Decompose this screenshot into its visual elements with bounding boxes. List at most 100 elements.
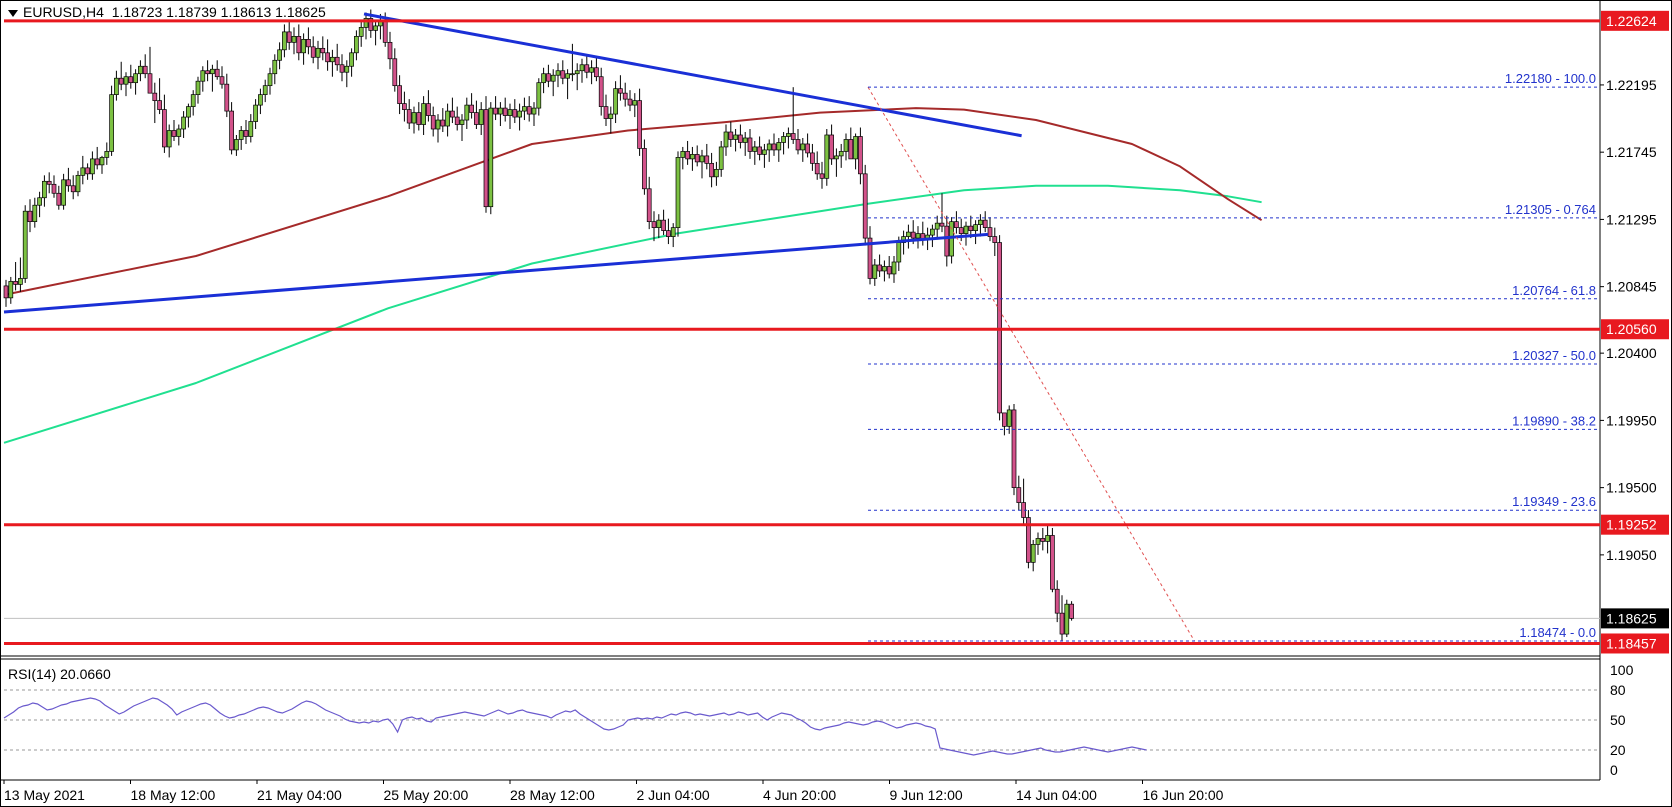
candle-bear <box>469 104 474 113</box>
candle-bear <box>944 225 950 257</box>
time-tick-label: 28 May 12:00 <box>510 787 595 803</box>
candle-bull <box>517 110 522 118</box>
candle-bull <box>522 106 527 112</box>
fibonacci-levels: 1.22180 - 100.0 1.21305 - 0.764 1.20764 - … <box>867 71 1600 642</box>
candle-bear <box>603 106 609 119</box>
candle-bear <box>526 106 532 115</box>
candle-bear <box>66 179 71 187</box>
candle-bear <box>646 188 652 223</box>
candle-bull <box>762 149 767 155</box>
fib-swing-line <box>867 86 1195 642</box>
time-axis: 13 May 2021 18 May 12:00 21 May 04:00 25 Ma… <box>3 780 1224 803</box>
candle-bull <box>8 281 14 299</box>
candle-bear <box>426 103 431 116</box>
candle-bear <box>584 64 590 73</box>
candle-bull <box>104 151 110 158</box>
candle-bear <box>94 158 100 166</box>
ohlc-values: 1.18723 1.18739 1.18613 1.18625 <box>111 4 326 20</box>
candle-bull <box>699 155 705 163</box>
candle-bear <box>987 227 993 237</box>
fib-level-label: 1.18474 - 0.0 <box>1519 625 1596 640</box>
candle-bull <box>915 233 921 239</box>
candle-bull <box>934 222 940 230</box>
candle-bull <box>138 65 143 75</box>
candle-bull <box>277 49 282 61</box>
candle-bull <box>1030 544 1036 563</box>
candle-bull <box>531 107 537 115</box>
candle-bull <box>608 113 614 119</box>
candle-bull <box>906 231 911 237</box>
candle-bull <box>541 73 546 84</box>
candle-bull <box>75 174 81 193</box>
candle-bull <box>42 180 47 199</box>
candle-bull <box>18 278 23 285</box>
current-price-label: 1.18625 <box>1606 610 1657 626</box>
candle-bull <box>843 139 849 152</box>
candle-bear <box>454 116 460 125</box>
candle-bear <box>118 77 124 85</box>
fib-level-label: 1.21305 - 0.764 <box>1505 202 1596 217</box>
candle-bear <box>229 110 234 151</box>
candle-bear <box>685 151 690 160</box>
candle-bear <box>1002 412 1007 427</box>
candle-bear <box>651 221 657 228</box>
candle-bull <box>210 68 215 75</box>
candle-bull <box>258 94 263 106</box>
candle-bear <box>982 219 988 228</box>
candle-bear <box>1016 487 1022 503</box>
candle-bear <box>954 221 959 228</box>
candle-bull <box>973 224 978 231</box>
candle-bull <box>574 70 580 75</box>
candle-bear <box>205 70 210 75</box>
level-price-tag <box>1601 633 1669 654</box>
candle-bull <box>963 225 969 234</box>
triangle-down-icon[interactable] <box>8 9 18 17</box>
candle-bull <box>37 197 42 206</box>
candle-bull <box>752 146 758 152</box>
candle-bear <box>1011 409 1017 488</box>
candle-bull <box>445 110 450 127</box>
candle-bull <box>550 74 556 82</box>
fib-level-label: 1.20327 - 50.0 <box>1512 348 1596 363</box>
candle-bear <box>968 225 974 231</box>
candle-bear <box>618 88 623 94</box>
candle-bear <box>910 231 916 239</box>
candle-bull <box>507 109 513 116</box>
rsi-line <box>3 697 1147 756</box>
candle-bear <box>1050 535 1055 590</box>
level-price-tag <box>1601 319 1669 340</box>
level-price-label: 1.19252 <box>1606 517 1657 533</box>
candle-bull <box>570 73 575 76</box>
candle-bear <box>334 56 340 66</box>
candle-bull <box>114 77 119 95</box>
candle-bull <box>656 219 662 228</box>
candle-bear <box>325 52 330 63</box>
moving-averages <box>3 107 1263 444</box>
candle-bear <box>70 185 76 193</box>
candle-bear <box>320 47 326 54</box>
candle-bear <box>474 112 479 125</box>
candle-bull <box>786 133 791 137</box>
candle-bear <box>339 64 345 73</box>
candle-bull <box>363 18 369 28</box>
candle-bear <box>877 264 882 272</box>
candle-bull <box>464 104 470 121</box>
candle-bear <box>790 133 796 140</box>
candle-bull <box>536 82 542 109</box>
candle-bear <box>430 115 436 130</box>
candle-bull <box>838 151 844 157</box>
candle-bull <box>1045 535 1050 542</box>
candle-bull <box>272 59 278 75</box>
candle-bear <box>642 148 647 190</box>
candle-bear <box>214 68 220 78</box>
candle-bull <box>1035 538 1041 545</box>
candle-bear <box>397 85 402 104</box>
candle-bull <box>891 261 897 275</box>
candle-bear <box>819 173 825 179</box>
chart-header: EURUSD,H4 1.18723 1.18739 1.18613 1.1862… <box>8 4 326 20</box>
candle-bear <box>637 100 642 149</box>
price-tick-label: 1.22195 <box>1606 77 1657 93</box>
candle-bear <box>704 155 710 164</box>
candle-bull <box>373 25 378 31</box>
